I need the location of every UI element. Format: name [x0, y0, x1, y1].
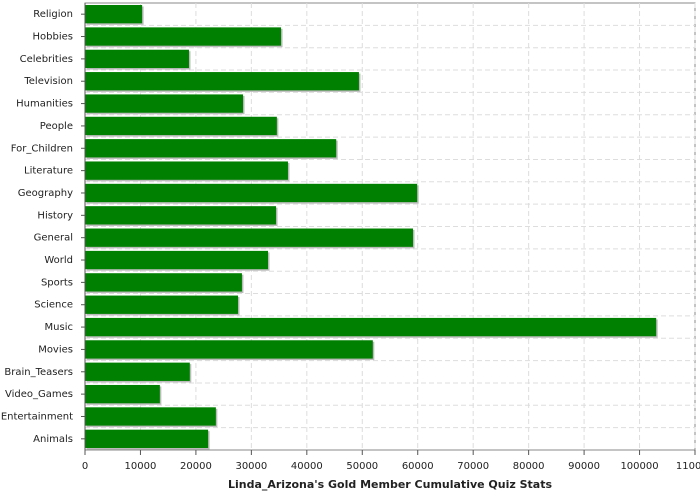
y-tick-label: Movies [38, 344, 73, 355]
x-tick-label: 110000 [676, 461, 700, 472]
y-tick-label: Video_Games [5, 389, 73, 400]
x-tick-label: 70000 [457, 461, 489, 472]
bar [85, 183, 418, 203]
y-tick-label: For_Children [11, 143, 73, 154]
y-tick-label: Humanities [16, 99, 73, 110]
bar [85, 116, 277, 136]
bar [85, 139, 337, 158]
x-tick-label: 0 [82, 461, 88, 472]
x-tick-label: 20000 [180, 461, 212, 472]
x-tick-label: 30000 [235, 461, 267, 472]
y-tick-label: Celebrities [20, 54, 73, 65]
y-tick-label: Music [45, 322, 73, 333]
bar [85, 27, 282, 46]
x-tick-label: 90000 [568, 461, 600, 472]
y-tick-label: Entertainment [1, 411, 73, 422]
bar [85, 273, 242, 292]
bar [85, 362, 190, 381]
x-tick-label: 100000 [620, 461, 658, 472]
y-tick-label: Literature [24, 166, 73, 177]
y-tick-label: World [44, 255, 73, 266]
bar [85, 407, 216, 426]
chart-title: Linda_Arizona's Gold Member Cumulative Q… [228, 478, 553, 491]
bar [85, 317, 657, 337]
bar [85, 429, 209, 448]
y-tick-label: Hobbies [33, 32, 73, 43]
y-tick-label: Sports [41, 277, 73, 288]
bar [85, 94, 244, 113]
x-tick-label: 50000 [346, 461, 378, 472]
bar [85, 250, 268, 270]
x-tick-label: 40000 [291, 461, 323, 472]
y-tick-label: Brain_Teasers [4, 367, 73, 378]
bar [85, 161, 288, 180]
y-tick-label: Television [23, 76, 73, 87]
x-tick-label: 10000 [125, 461, 157, 472]
y-tick-label: Religion [33, 9, 73, 20]
bar [85, 340, 373, 359]
x-tick-label: 80000 [513, 461, 545, 472]
bar [85, 228, 414, 247]
y-tick-label: History [37, 210, 73, 221]
y-tick-label: Science [34, 300, 73, 311]
x-tick-label: 60000 [402, 461, 434, 472]
bar [85, 384, 160, 404]
y-tick-label: General [34, 233, 73, 244]
bar [85, 49, 189, 69]
bar [85, 295, 239, 314]
y-tick-label: Geography [18, 188, 73, 199]
bar [85, 72, 359, 91]
y-tick-label: Animals [33, 434, 73, 445]
y-tick-label: People [40, 121, 73, 132]
bar [85, 206, 277, 225]
bar [85, 5, 143, 24]
